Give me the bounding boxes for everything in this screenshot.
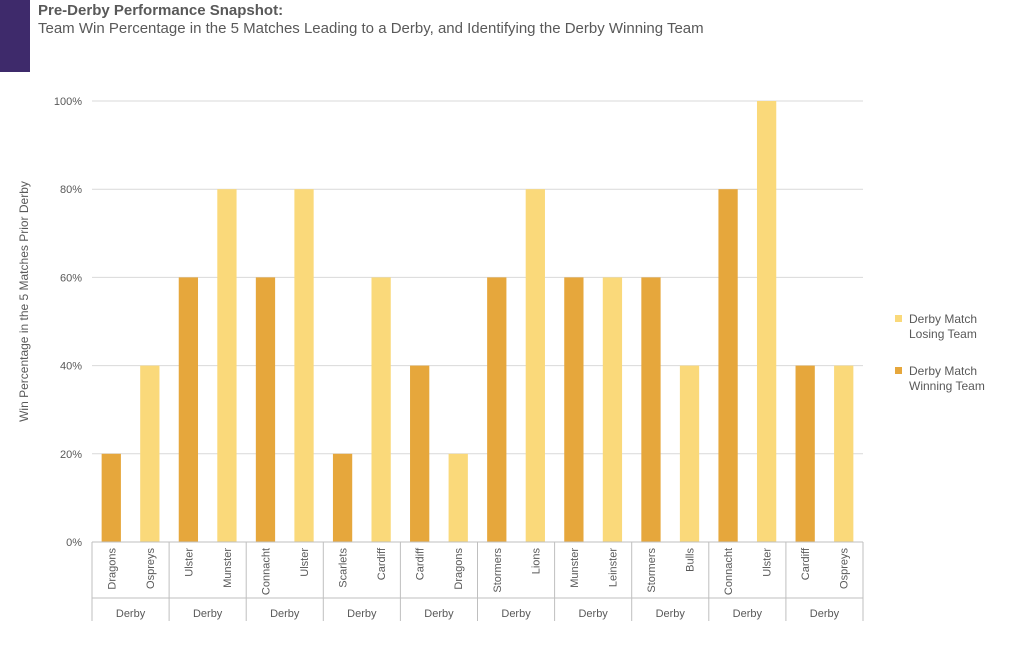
bar-cardiff-losing (371, 277, 391, 542)
legend: Derby Match Losing Team Derby Match Winning… (895, 312, 985, 393)
axes: 0% 20% 40% 60% 80% 100% Win Percentage in the … (17, 96, 864, 621)
grid-lines (92, 100, 863, 455)
group-label: Derby (270, 608, 300, 620)
group-label: Derby (733, 608, 763, 620)
legend-swatch-losing (895, 315, 902, 322)
group-label: Derby (347, 608, 377, 620)
legend-swatch-winning (895, 367, 902, 374)
x-tick-label: Ulster (299, 548, 311, 577)
bar-leinster-losing (602, 277, 623, 542)
y-tick-label: 20% (60, 449, 82, 461)
x-tick-label: Cardiff (415, 547, 427, 580)
x-tick-label: Ospreys (145, 548, 157, 589)
x-tick-label: Dragons (106, 548, 118, 590)
bar-dragons-winning (101, 453, 121, 542)
y-tick-label: 60% (60, 272, 82, 284)
x-tick-label: Connacht (723, 548, 735, 595)
bars (101, 101, 854, 542)
bar-scarlets-winning (332, 453, 353, 542)
bar-connacht-winning (718, 189, 738, 542)
y-tick-label: 0% (66, 537, 82, 549)
group-label: Derby (193, 608, 223, 620)
x-tick-label: Ulster (183, 548, 195, 577)
legend-label-winning: Derby Match Winning Team (909, 364, 985, 393)
bar-ulster-losing (294, 189, 314, 542)
bar-cardiff-winning (410, 365, 430, 542)
x-tick-label: Cardiff (376, 547, 388, 580)
group-label: Derby (810, 608, 840, 620)
bar-munster-winning (564, 277, 584, 542)
group-label: Derby (116, 608, 146, 620)
legend-label-losing: Derby Match Losing Team (909, 312, 977, 341)
y-tick-label: 80% (60, 184, 82, 196)
bar-stormers-winning (641, 277, 661, 542)
bar-cardiff-winning (795, 365, 815, 542)
group-label: Derby (501, 608, 531, 620)
bar-bulls-losing (679, 365, 700, 542)
y-axis-label: Win Percentage in the 5 Matches Prior De… (17, 181, 31, 422)
x-tick-label: Leinster (607, 548, 619, 587)
bar-dragons-losing (448, 453, 468, 542)
bar-connacht-winning (255, 277, 276, 542)
bar-ospreys-losing (834, 365, 854, 542)
y-tick-label: 40% (60, 361, 82, 373)
y-tick-label: 100% (54, 96, 82, 108)
bar-munster-losing (217, 189, 237, 542)
bar-ulster-winning (178, 277, 199, 542)
title-accent-bar (0, 0, 30, 72)
x-tick-label: Lions (530, 548, 542, 575)
chart-title: Pre-Derby Performance Snapshot: (38, 2, 284, 19)
group-label: Derby (656, 608, 686, 620)
bar-lions-losing (525, 189, 545, 542)
group-label: Derby (424, 608, 454, 620)
x-tick-label: Stormers (492, 548, 504, 593)
x-tick-label: Scarlets (338, 548, 350, 588)
x-tick-label: Cardiff (800, 547, 812, 580)
x-tick-label: Munster (222, 548, 234, 588)
bar-stormers-winning (487, 277, 507, 542)
x-tick-label: Munster (569, 548, 581, 588)
x-tick-label: Ospreys (839, 548, 851, 589)
chart-subtitle: Team Win Percentage in the 5 Matches Lea… (38, 20, 704, 37)
bar-ulster-losing (756, 101, 777, 542)
x-tick-label: Bulls (685, 548, 697, 572)
x-tick-label: Connacht (260, 548, 272, 595)
x-tick-label: Dragons (453, 548, 465, 590)
x-tick-label: Ulster (762, 548, 774, 577)
x-tick-label: Stormers (646, 548, 658, 593)
group-label: Derby (578, 608, 608, 620)
bar-ospreys-losing (140, 365, 160, 542)
